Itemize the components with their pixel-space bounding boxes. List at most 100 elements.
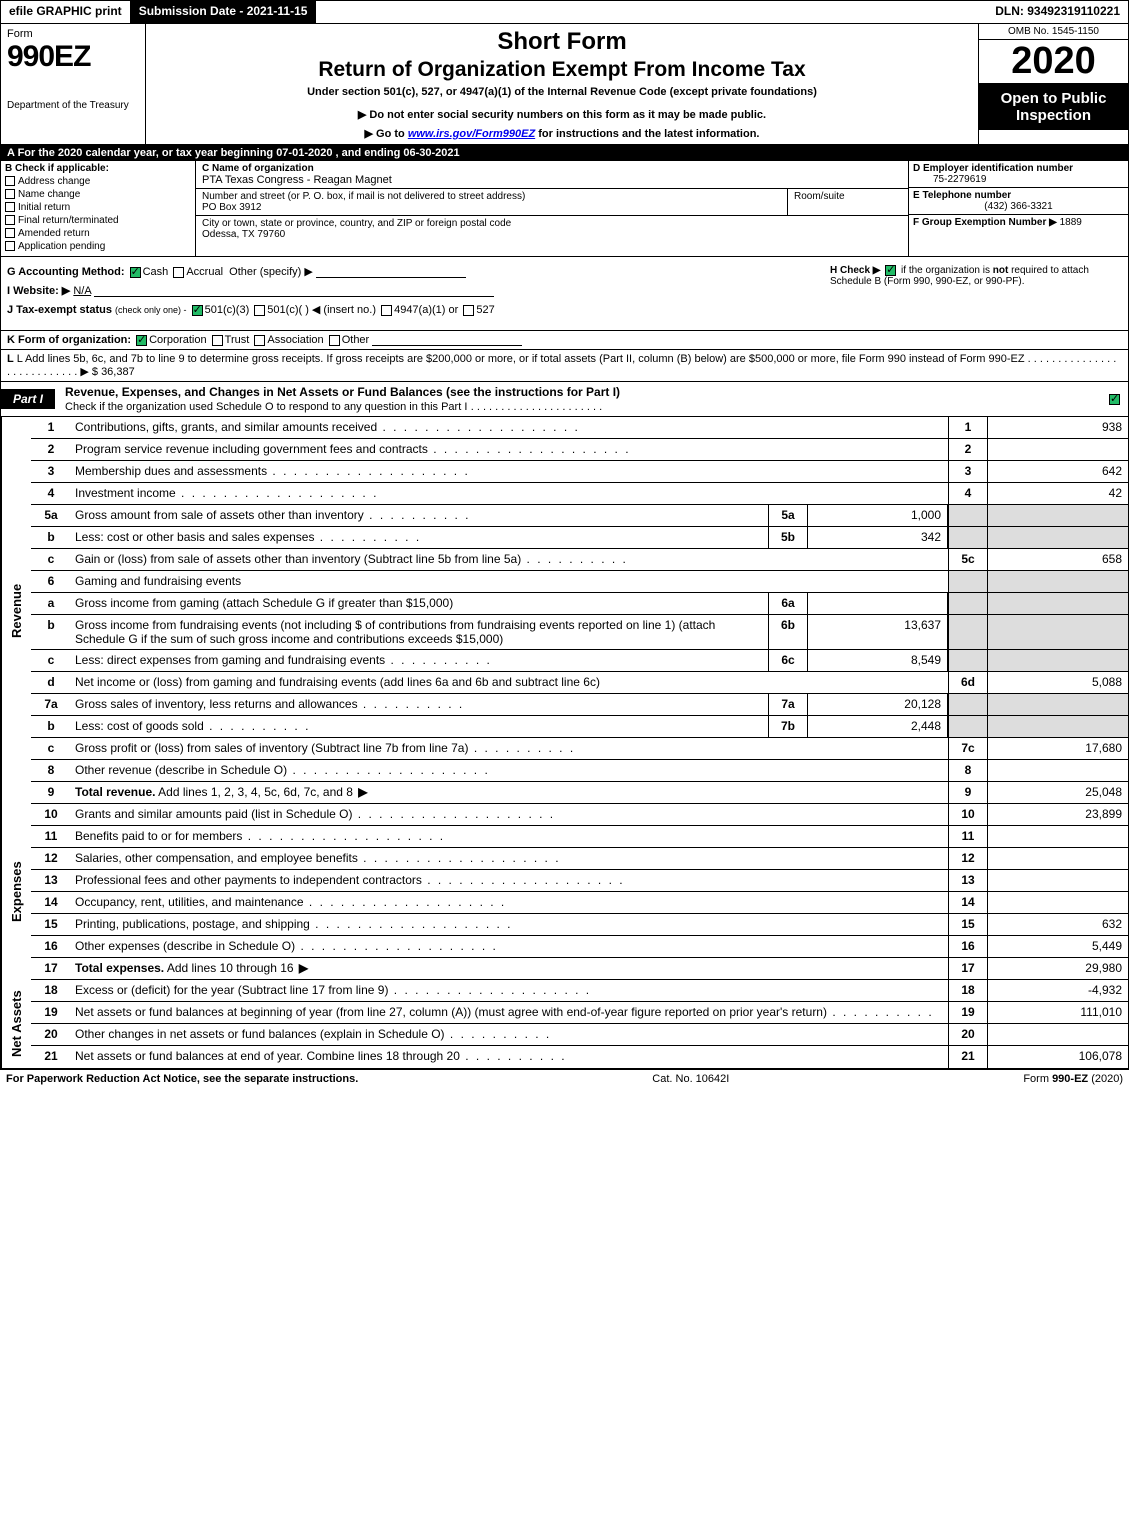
open-to-public: Open to Public Inspection xyxy=(979,84,1128,130)
ein-tel-block: D Employer identification number 75-2279… xyxy=(908,161,1128,256)
street-value: PO Box 3912 xyxy=(202,202,261,213)
line-5b: bLess: cost or other basis and sales exp… xyxy=(31,527,1128,549)
line-20: 20Other changes in net assets or fund ba… xyxy=(31,1024,1128,1046)
chk-4947[interactable] xyxy=(381,305,392,316)
website-line: I Website: ▶ N/A xyxy=(7,284,822,297)
val-12 xyxy=(988,848,1128,869)
chk-501c3[interactable] xyxy=(192,305,203,316)
line-7a: 7aGross sales of inventory, less returns… xyxy=(31,694,1128,716)
dept-treasury: Department of the Treasury xyxy=(7,100,139,111)
line-14: 14Occupancy, rent, utilities, and mainte… xyxy=(31,892,1128,914)
l-gross-receipts: L L Add lines 5b, 6c, and 7b to line 9 t… xyxy=(0,350,1129,382)
org-info-block: B Check if applicable: Address change Na… xyxy=(0,161,1129,257)
efile-print[interactable]: efile GRAPHIC print xyxy=(1,1,131,23)
submission-date: Submission Date - 2021-11-15 xyxy=(131,1,317,23)
line-10: 10Grants and similar amounts paid (list … xyxy=(31,804,1128,826)
part1-tag: Part I xyxy=(1,389,55,409)
line-6c: cLess: direct expenses from gaming and f… xyxy=(31,650,1128,672)
val-15: 632 xyxy=(988,914,1128,935)
header-right: OMB No. 1545-1150 2020 Open to Public In… xyxy=(978,24,1128,144)
ein-value: 75-2279619 xyxy=(913,174,1124,185)
group-exemption-label: F Group Exemption Number ▶ xyxy=(913,217,1057,228)
chk-527[interactable] xyxy=(463,305,474,316)
line-7c: cGross profit or (loss) from sales of in… xyxy=(31,738,1128,760)
form-number: 990EZ xyxy=(7,40,139,74)
revenue-side-label: Revenue xyxy=(1,417,31,804)
org-name-address: C Name of organization PTA Texas Congres… xyxy=(196,161,908,256)
check-if-applicable: B Check if applicable: Address change Na… xyxy=(1,161,196,256)
chk-address-change[interactable]: Address change xyxy=(5,176,191,187)
val-6b: 13,637 xyxy=(808,615,948,649)
val-10: 23,899 xyxy=(988,804,1128,825)
omb-number: OMB No. 1545-1150 xyxy=(979,24,1128,40)
line-6b: bGross income from fundraising events (n… xyxy=(31,615,1128,650)
header-left: Form 990EZ Department of the Treasury xyxy=(1,24,146,144)
tel-value: (432) 366-3321 xyxy=(913,201,1124,212)
chk-cash[interactable] xyxy=(130,267,141,278)
org-name: PTA Texas Congress - Reagan Magnet xyxy=(202,174,392,186)
val-2 xyxy=(988,439,1128,460)
val-6a xyxy=(808,593,948,614)
line-17: 17Total expenses. Add lines 10 through 1… xyxy=(31,958,1128,980)
chk-other-org[interactable] xyxy=(329,335,340,346)
line-4: 4Investment income442 xyxy=(31,483,1128,505)
line-6a: aGross income from gaming (attach Schedu… xyxy=(31,593,1128,615)
net-assets-side-label: Net Assets xyxy=(1,980,31,1068)
val-1: 938 xyxy=(988,417,1128,438)
chk-sched-b-not-required[interactable] xyxy=(885,265,896,276)
city-label: City or town, state or province, country… xyxy=(202,218,511,229)
chk-application-pending[interactable]: Application pending xyxy=(5,241,191,252)
tax-exempt-status: J Tax-exempt status (check only one) - 5… xyxy=(7,303,822,316)
line-5c: cGain or (loss) from sale of assets othe… xyxy=(31,549,1128,571)
city-value: Odessa, TX 79760 xyxy=(202,229,285,240)
line-21: 21Net assets or fund balances at end of … xyxy=(31,1046,1128,1068)
line-19: 19Net assets or fund balances at beginni… xyxy=(31,1002,1128,1024)
chk-corporation[interactable] xyxy=(136,335,147,346)
chk-association[interactable] xyxy=(254,335,265,346)
net-assets-section: Net Assets 18Excess or (deficit) for the… xyxy=(0,980,1129,1069)
line-9: 9Total revenue. Add lines 1, 2, 3, 4, 5c… xyxy=(31,782,1128,804)
h-check: H Check ▶ if the organization is not req… xyxy=(822,265,1122,322)
chk-final-return[interactable]: Final return/terminated xyxy=(5,215,191,226)
room-suite-label: Room/suite xyxy=(788,189,908,215)
val-4: 42 xyxy=(988,483,1128,504)
val-17: 29,980 xyxy=(988,958,1128,979)
line-7b: bLess: cost of goods sold7b2,448 xyxy=(31,716,1128,738)
line-1: 1Contributions, gifts, grants, and simil… xyxy=(31,417,1128,439)
val-11 xyxy=(988,826,1128,847)
val-7a: 20,128 xyxy=(808,694,948,715)
chk-trust[interactable] xyxy=(212,335,223,346)
return-title: Return of Organization Exempt From Incom… xyxy=(156,58,968,82)
cat-no: Cat. No. 10642I xyxy=(652,1073,729,1085)
val-6c: 8,549 xyxy=(808,650,948,671)
tel-label: E Telephone number xyxy=(913,190,1124,201)
val-7b: 2,448 xyxy=(808,716,948,737)
block-ghij: G Accounting Method: Cash Accrual Other … xyxy=(0,257,1129,331)
val-14 xyxy=(988,892,1128,913)
val-16: 5,449 xyxy=(988,936,1128,957)
row-a-tax-year: A For the 2020 calendar year, or tax yea… xyxy=(0,145,1129,161)
paperwork-notice: For Paperwork Reduction Act Notice, see … xyxy=(6,1073,358,1085)
val-5a: 1,000 xyxy=(808,505,948,526)
go-to-line: ▶ Go to www.irs.gov/Form990EZ for instru… xyxy=(156,127,968,140)
line-3: 3Membership dues and assessments3642 xyxy=(31,461,1128,483)
line-6: 6Gaming and fundraising events xyxy=(31,571,1128,593)
top-bar: efile GRAPHIC print Submission Date - 20… xyxy=(0,0,1129,24)
chk-501c[interactable] xyxy=(254,305,265,316)
chk-accrual[interactable] xyxy=(173,267,184,278)
line-16: 16Other expenses (describe in Schedule O… xyxy=(31,936,1128,958)
chk-schedule-o-used[interactable] xyxy=(1109,394,1120,405)
line-13: 13Professional fees and other payments t… xyxy=(31,870,1128,892)
irs-link[interactable]: www.irs.gov/Form990EZ xyxy=(408,128,535,140)
chk-amended-return[interactable]: Amended return xyxy=(5,228,191,239)
line-11: 11Benefits paid to or for members11 xyxy=(31,826,1128,848)
gross-receipts-value: 36,387 xyxy=(101,366,135,378)
chk-initial-return[interactable]: Initial return xyxy=(5,202,191,213)
val-18: -4,932 xyxy=(988,980,1128,1001)
val-5b: 342 xyxy=(808,527,948,548)
dln: DLN: 93492319110221 xyxy=(987,1,1128,23)
revenue-section: Revenue 1Contributions, gifts, grants, a… xyxy=(0,417,1129,804)
chk-name-change[interactable]: Name change xyxy=(5,189,191,200)
val-6d: 5,088 xyxy=(988,672,1128,693)
expenses-side-label: Expenses xyxy=(1,804,31,980)
